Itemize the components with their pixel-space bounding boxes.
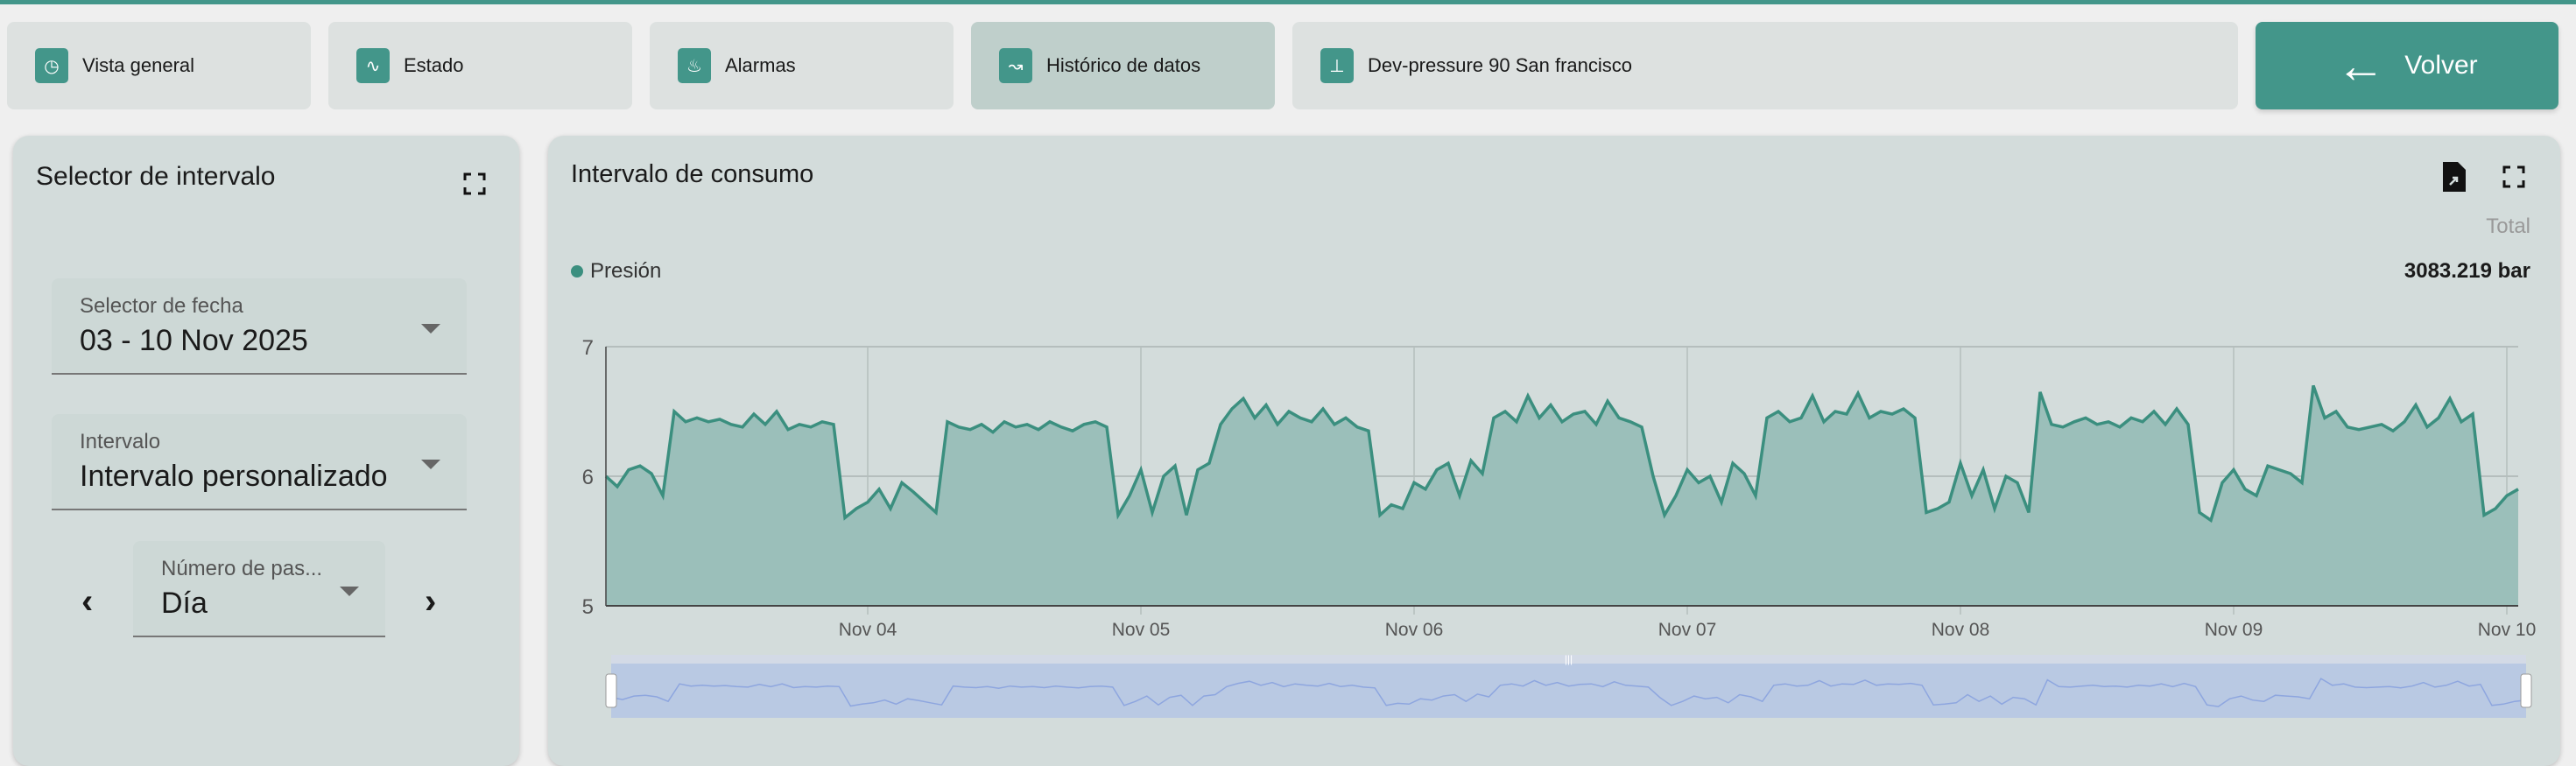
tab-label: Histórico de datos bbox=[1046, 54, 1201, 76]
navigator-grip-icon: ||| bbox=[1565, 653, 1573, 665]
tab-estado[interactable]: ∿ Estado bbox=[328, 22, 632, 109]
tab-label: Estado bbox=[404, 54, 464, 76]
navigator-handle[interactable] bbox=[2520, 673, 2532, 708]
chevron-left-icon[interactable]: ‹ bbox=[81, 582, 94, 621]
x-tick-label: Nov 10 bbox=[2478, 620, 2537, 640]
legend-marker bbox=[571, 265, 583, 278]
export-file-icon[interactable] bbox=[2443, 162, 2466, 192]
tab-device[interactable]: ⊥ Dev-pressure 90 San francisco bbox=[1292, 22, 2238, 109]
caret-down-icon bbox=[340, 587, 359, 596]
y-tick-label: 6 bbox=[582, 466, 594, 489]
back-button[interactable]: ← Volver bbox=[2256, 22, 2558, 109]
alarm-bell-icon: ♨ bbox=[678, 48, 711, 83]
navigator-handle[interactable] bbox=[605, 673, 617, 708]
interval-selector-panel: Selector de intervalo Selector de fecha … bbox=[13, 136, 519, 766]
tab-historico-de-datos[interactable]: ↝ Histórico de datos bbox=[971, 22, 1275, 109]
panel-title: Intervalo de consumo bbox=[571, 160, 814, 188]
navigator-selection bbox=[611, 664, 2526, 718]
fullscreen-icon[interactable] bbox=[463, 172, 486, 195]
legend-label: Presión bbox=[590, 259, 662, 283]
tab-vista-general[interactable]: ◷ Vista general bbox=[7, 22, 311, 109]
date-selector-dropdown[interactable]: Selector de fecha 03 - 10 Nov 2025 bbox=[52, 278, 467, 375]
x-tick-label: Nov 05 bbox=[1112, 620, 1171, 640]
valve-icon: ⊥ bbox=[1320, 48, 1354, 83]
y-tick-label: 5 bbox=[582, 595, 594, 619]
step-label: Número de pas... bbox=[161, 557, 323, 580]
date-selector-value: 03 - 10 Nov 2025 bbox=[80, 324, 308, 357]
arrow-left-icon: ← bbox=[2336, 38, 2386, 93]
series-line-presion bbox=[604, 384, 2519, 524]
date-selector-label: Selector de fecha bbox=[80, 294, 243, 318]
tab-label: Alarmas bbox=[725, 54, 796, 76]
back-button-label: Volver bbox=[2404, 51, 2478, 80]
fullscreen-icon[interactable] bbox=[2502, 165, 2525, 188]
interval-dropdown[interactable]: Intervalo Intervalo personalizado bbox=[52, 414, 467, 510]
caret-down-icon bbox=[421, 460, 440, 469]
x-tick-label: Nov 04 bbox=[839, 620, 897, 640]
clipboard-clock-icon: ◷ bbox=[35, 48, 68, 83]
y-tick-label: 7 bbox=[582, 336, 594, 360]
interval-value: Intervalo personalizado bbox=[80, 460, 388, 493]
x-tick-label: Nov 08 bbox=[1932, 620, 1990, 640]
interval-label: Intervalo bbox=[80, 430, 161, 453]
panel-title: Selector de intervalo bbox=[36, 162, 276, 191]
caret-down-icon bbox=[421, 324, 440, 334]
heart-pulse-icon: ∿ bbox=[356, 48, 390, 83]
tab-alarmas[interactable]: ♨ Alarmas bbox=[650, 22, 954, 109]
total-value: 3083.219 bar bbox=[2404, 259, 2530, 283]
tab-label: Vista general bbox=[82, 54, 195, 76]
x-tick-label: Nov 09 bbox=[2205, 620, 2263, 640]
navigator-series bbox=[610, 678, 2527, 707]
area-fill bbox=[606, 385, 2518, 606]
chevron-right-icon[interactable]: › bbox=[425, 582, 437, 621]
step-value: Día bbox=[161, 587, 208, 620]
step-dropdown[interactable]: Número de pas... Día bbox=[133, 541, 385, 637]
tab-label: Dev-pressure 90 San francisco bbox=[1368, 54, 1633, 76]
total-label: Total bbox=[2486, 214, 2530, 238]
line-chart-icon: ↝ bbox=[999, 48, 1032, 83]
pressure-area-chart: 5 6 7 Nov 04 Nov 05 Nov 06 Nov 07 Nov 08 Nov 09 N… bbox=[582, 336, 2537, 718]
x-tick-label: Nov 07 bbox=[1658, 620, 1717, 640]
legend-item-presion[interactable]: Presión bbox=[571, 259, 661, 284]
top-accent-bar bbox=[0, 0, 2576, 4]
x-tick-label: Nov 06 bbox=[1385, 620, 1444, 640]
